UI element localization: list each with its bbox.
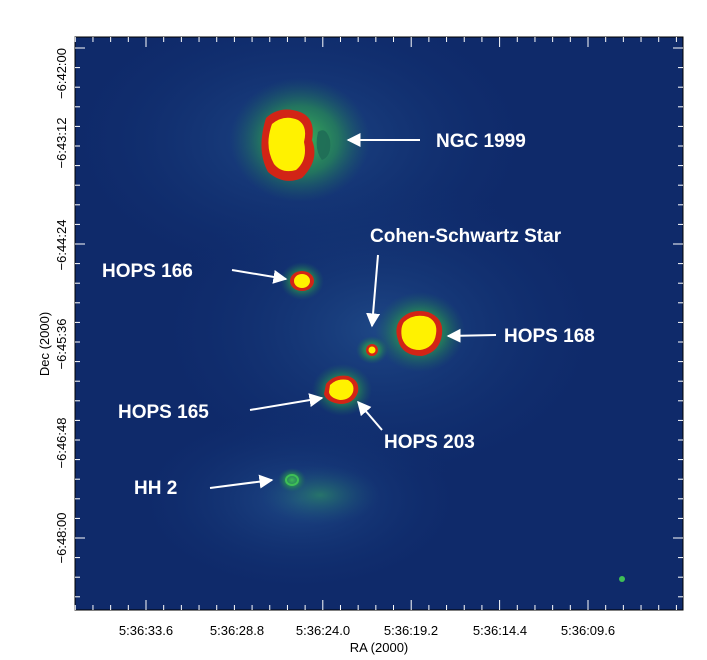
dec-tick-label: −6:48:00 [54, 513, 69, 564]
ra-tick-label: 5:36:28.8 [210, 623, 264, 638]
label-hops203: HOPS 203 [384, 432, 475, 453]
dec-tick-label: −6:43:12 [54, 118, 69, 169]
hops168-core [401, 315, 437, 350]
hh2-glow [278, 468, 306, 492]
ra-tick-label: 5:36:09.6 [561, 623, 615, 638]
ngc1999-core [268, 117, 306, 172]
arrow-hops166 [231, 269, 288, 284]
annotation-arrows [209, 133, 497, 489]
hops166-core [294, 274, 310, 288]
y-axis-title: Dec (2000) [37, 312, 52, 376]
axis-ticks [74, 37, 683, 610]
arrow-hh2 [209, 474, 274, 489]
x-axis-title: RA (2000) [350, 640, 409, 655]
dec-tick-label: −6:42:00 [54, 48, 69, 99]
ra-tick-label: 5:36:33.6 [119, 623, 173, 638]
plot-frame [74, 36, 684, 611]
dec-tick-label: −6:44:24 [54, 220, 69, 271]
label-cohen-schwartz: Cohen-Schwartz Star [370, 226, 562, 247]
ra-tick-label: 5:36:14.4 [473, 623, 527, 638]
ra-tick-label: 5:36:24.0 [296, 623, 350, 638]
cohen-schwartz-core [368, 346, 376, 354]
annotation-labels: NGC 1999 Cohen-Schwartz Star HOPS 166 HO… [102, 131, 595, 499]
arrow-hops168 [446, 328, 497, 343]
dec-tick-label: −6:46:48 [54, 418, 69, 469]
arrow-hops203 [357, 400, 383, 431]
label-ngc1999: NGC 1999 [436, 131, 526, 152]
label-hops168: HOPS 168 [504, 326, 595, 347]
label-hh2: HH 2 [134, 478, 177, 499]
dec-tick-label: −6:45:36 [54, 319, 69, 370]
label-hops165: HOPS 165 [118, 402, 209, 423]
faint-star [619, 576, 625, 582]
arrow-hops165 [249, 393, 324, 411]
ra-tick-label: 5:36:19.2 [384, 623, 438, 638]
hops165-core [329, 379, 354, 400]
dec-tick-labels: −6:42:00 −6:43:12 −6:44:24 −6:45:36 −6:4… [54, 48, 69, 563]
ngc1999-dark-lane [316, 130, 331, 160]
hh2-ring [285, 474, 299, 486]
arrow-cohen-schwartz [366, 254, 381, 328]
label-hops166: HOPS 166 [102, 261, 193, 282]
hh2-faint-glow [260, 465, 380, 525]
ra-tick-labels: 5:36:33.6 5:36:28.8 5:36:24.0 5:36:19.2 … [119, 623, 615, 638]
